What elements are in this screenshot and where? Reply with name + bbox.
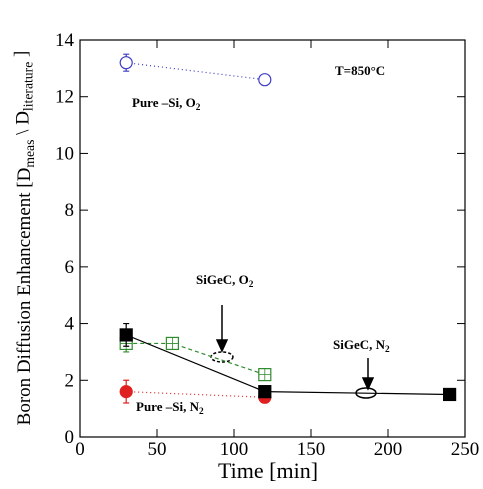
- annotation: T=850°C: [335, 63, 385, 78]
- annotation: Pure –Si, O2: [132, 95, 201, 113]
- annotation: Pure –Si, N2: [136, 399, 204, 417]
- y-tick-label: 2: [65, 370, 75, 391]
- marker: [258, 385, 272, 399]
- y-tick-label: 4: [65, 314, 75, 335]
- annotation: SiGeC, N2: [333, 337, 390, 355]
- marker: [165, 336, 179, 351]
- marker: [443, 387, 457, 402]
- subscript: 2: [199, 407, 204, 417]
- text-part: SiGeC, N: [333, 337, 386, 352]
- text-part: \ D: [12, 111, 33, 140]
- series-line: [126, 62, 265, 81]
- x-axis-label: Time [min]: [218, 458, 318, 483]
- subscript: 2: [196, 103, 201, 113]
- x-tick-label: 0: [75, 439, 85, 460]
- text-part: Pure –Si, O: [132, 95, 196, 110]
- marker: [258, 368, 272, 382]
- series-line: [126, 391, 265, 398]
- text-part: Boron Diffusion Enhancement [D: [14, 168, 35, 426]
- y-tick-label: 0: [65, 427, 75, 448]
- y-tick-label: 14: [55, 30, 75, 51]
- subscript: 2: [249, 280, 254, 290]
- marker: [119, 385, 133, 399]
- marker-cross: [166, 337, 179, 350]
- annotation: SiGeC, O2: [196, 272, 254, 290]
- text-part: ]: [11, 51, 32, 62]
- subscript: meas: [22, 140, 37, 168]
- x-tick-label: 200: [374, 439, 403, 460]
- x-tick-label: 250: [451, 439, 480, 460]
- marker-body: [119, 328, 133, 342]
- marker-cross: [258, 368, 271, 381]
- marker: [258, 73, 272, 87]
- y-tick-label: 12: [55, 87, 74, 108]
- series-line: [126, 342, 265, 376]
- text-part: Pure –Si, N: [136, 399, 200, 414]
- marker-body: [443, 387, 457, 402]
- marker-body: [258, 385, 272, 399]
- plot-frame: [79, 39, 466, 438]
- x-tick-label: 100: [220, 439, 249, 460]
- subscript: literature: [21, 62, 36, 111]
- y-tick-label: 6: [65, 257, 75, 278]
- marker: [119, 328, 133, 342]
- marker: [119, 56, 133, 70]
- y-tick-label: 8: [65, 200, 75, 221]
- x-tick-label: 50: [148, 439, 167, 460]
- x-tick-label: 150: [297, 439, 326, 460]
- y-axis-label: Boron Diffusion Enhancement [Dmeas \ Dli…: [11, 51, 37, 426]
- arrows: [215, 305, 375, 391]
- subscript: 2: [385, 345, 390, 355]
- text-part: T=850°C: [335, 63, 385, 78]
- y-tick-label: 10: [55, 143, 74, 164]
- text-part: SiGeC, O: [196, 272, 249, 287]
